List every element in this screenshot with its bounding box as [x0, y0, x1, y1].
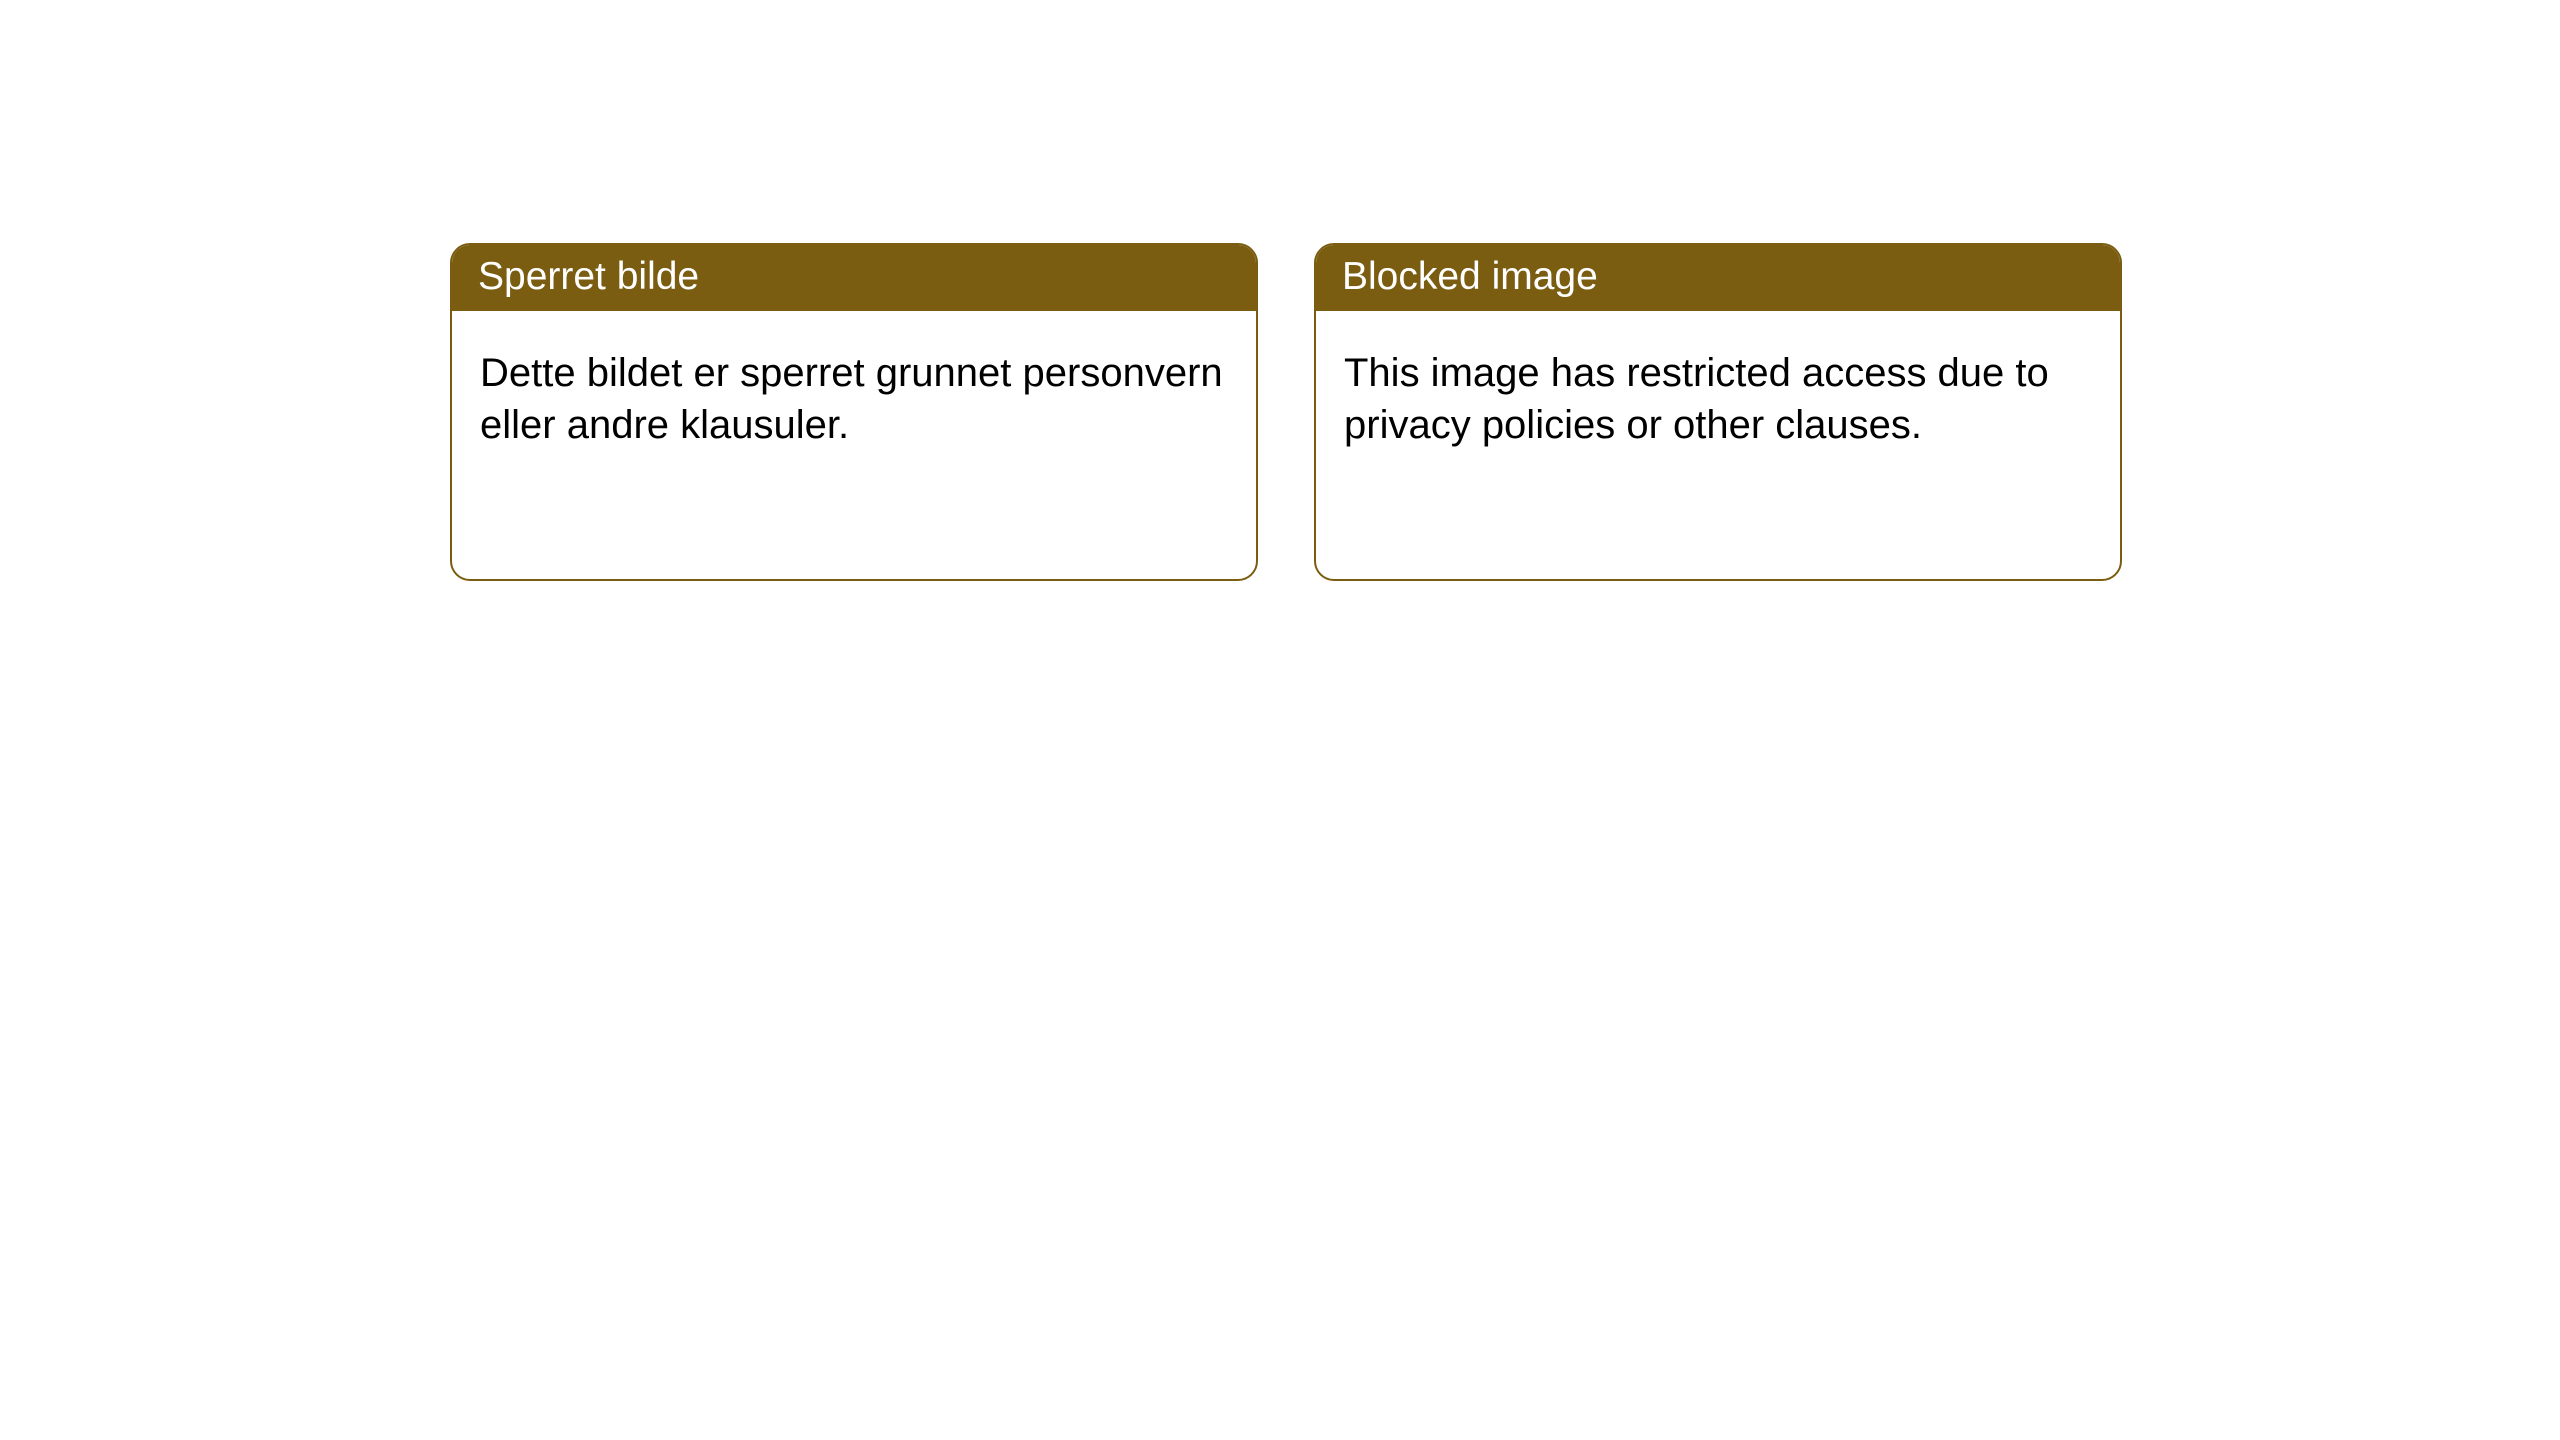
card-header: Blocked image — [1316, 245, 2120, 311]
blocked-image-card-en: Blocked image This image has restricted … — [1314, 243, 2122, 581]
notice-container: Sperret bilde Dette bildet er sperret gr… — [0, 0, 2560, 581]
card-body: This image has restricted access due to … — [1316, 311, 2120, 487]
blocked-image-card-no: Sperret bilde Dette bildet er sperret gr… — [450, 243, 1258, 581]
card-header: Sperret bilde — [452, 245, 1256, 311]
card-body: Dette bildet er sperret grunnet personve… — [452, 311, 1256, 487]
